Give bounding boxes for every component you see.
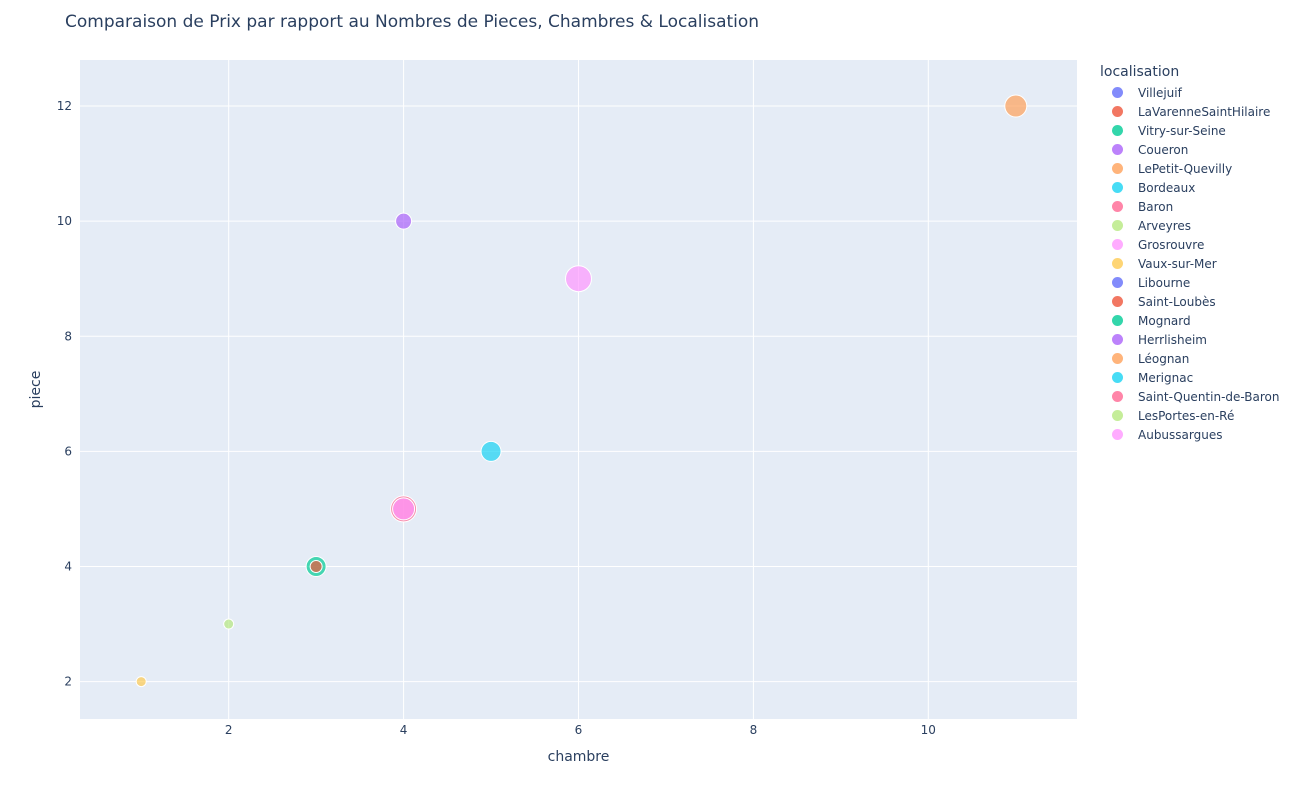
legend-marker-icon	[1112, 391, 1123, 402]
legend-label: Libourne	[1138, 275, 1191, 290]
axis-ticks: 2 4 6 8 10 2 4 6 8 10 12	[57, 99, 936, 737]
chart-title: Comparaison de Prix par rapport au Nombr…	[65, 12, 760, 32]
legend-marker-icon	[1112, 182, 1123, 193]
legend-item[interactable]: Coueron	[1100, 140, 1280, 159]
data-point[interactable]	[392, 497, 416, 521]
legend-label: Léognan	[1138, 351, 1190, 366]
x-tick-label: 2	[225, 723, 233, 737]
legend: localisation Villejuif LaVarenneSaintHila…	[1100, 64, 1280, 444]
legend-label: Baron	[1138, 199, 1174, 214]
legend-label: Saint-Loubès	[1138, 294, 1216, 309]
y-tick-label: 2	[64, 675, 72, 689]
legend-item[interactable]: Vitry-sur-Seine	[1100, 121, 1280, 140]
legend-marker-icon	[1112, 334, 1123, 345]
legend-marker-icon	[1112, 201, 1123, 212]
x-tick-label: 10	[921, 723, 936, 737]
legend-label: LaVarenneSaintHilaire	[1138, 104, 1271, 119]
legend-label: LePetit-Quevilly	[1138, 161, 1233, 176]
y-tick-label: 10	[57, 214, 72, 228]
legend-marker-icon	[1112, 277, 1123, 288]
legend-marker-icon	[1112, 239, 1123, 250]
data-point[interactable]	[223, 618, 235, 630]
legend-item[interactable]: Aubussargues	[1100, 425, 1280, 444]
legend-marker-icon	[1112, 315, 1123, 326]
x-axis-label: chambre	[548, 749, 610, 765]
legend-item[interactable]: Herrlisheim	[1100, 330, 1280, 349]
legend-label: Mognard	[1138, 313, 1191, 328]
data-point[interactable]	[395, 212, 413, 230]
legend-marker-icon	[1112, 163, 1123, 174]
legend-label: Coueron	[1138, 142, 1189, 157]
legend-item[interactable]: Saint-Quentin-de-Baron	[1100, 387, 1280, 406]
legend-item[interactable]: Baron	[1100, 197, 1280, 216]
x-tick-label: 6	[575, 723, 583, 737]
legend-label: Villejuif	[1138, 85, 1182, 100]
y-tick-label: 12	[57, 99, 72, 113]
legend-marker-icon	[1112, 220, 1123, 231]
legend-item[interactable]: Bordeaux	[1100, 178, 1280, 197]
legend-item[interactable]: Saint-Loubès	[1100, 292, 1280, 311]
grid-lines	[80, 60, 1077, 719]
legend-marker-icon	[1112, 258, 1123, 269]
legend-item[interactable]: LePetit-Quevilly	[1100, 159, 1280, 178]
legend-item[interactable]: LaVarenneSaintHilaire	[1100, 102, 1280, 121]
data-point[interactable]	[135, 676, 147, 688]
legend-items: Villejuif LaVarenneSaintHilaire Vitry-sur-…	[1100, 83, 1280, 444]
legend-title: localisation	[1100, 64, 1180, 80]
legend-label: Herrlisheim	[1138, 332, 1207, 347]
legend-marker-icon	[1112, 87, 1123, 98]
legend-item[interactable]: Merignac	[1100, 368, 1280, 387]
legend-marker-icon	[1112, 125, 1123, 136]
legend-label: Arveyres	[1138, 218, 1192, 233]
data-point[interactable]	[565, 265, 592, 293]
legend-item[interactable]: Léognan	[1100, 349, 1280, 368]
legend-marker-icon	[1112, 296, 1123, 307]
legend-item[interactable]: Arveyres	[1100, 216, 1280, 235]
legend-label: Aubussargues	[1138, 427, 1223, 442]
legend-label: Vitry-sur-Seine	[1138, 123, 1226, 138]
legend-item[interactable]: Vaux-sur-Mer	[1100, 254, 1280, 273]
y-axis-label: piece	[28, 371, 44, 409]
legend-marker-icon	[1112, 372, 1123, 383]
legend-label: Vaux-sur-Mer	[1138, 256, 1217, 271]
legend-marker-icon	[1112, 410, 1123, 421]
legend-label: LesPortes-en-Ré	[1138, 408, 1235, 423]
data-point[interactable]	[1004, 94, 1028, 118]
y-tick-label: 8	[64, 329, 72, 343]
data-points[interactable]	[135, 94, 1028, 688]
legend-item[interactable]: Grosrouvre	[1100, 235, 1280, 254]
x-tick-label: 4	[400, 723, 408, 737]
x-tick-label: 8	[750, 723, 758, 737]
y-tick-label: 6	[64, 444, 72, 458]
legend-marker-icon	[1112, 144, 1123, 155]
legend-label: Merignac	[1138, 370, 1194, 385]
y-tick-label: 4	[64, 559, 72, 573]
legend-item[interactable]: Mognard	[1100, 311, 1280, 330]
data-point[interactable]	[480, 440, 502, 462]
legend-label: Grosrouvre	[1138, 237, 1205, 252]
legend-marker-icon	[1112, 106, 1123, 117]
data-point[interactable]	[309, 559, 323, 573]
legend-item[interactable]: Villejuif	[1100, 83, 1280, 102]
legend-marker-icon	[1112, 353, 1123, 364]
legend-item[interactable]: Libourne	[1100, 273, 1280, 292]
legend-item[interactable]: LesPortes-en-Ré	[1100, 406, 1280, 425]
legend-label: Saint-Quentin-de-Baron	[1138, 389, 1280, 404]
legend-marker-icon	[1112, 429, 1123, 440]
legend-label: Bordeaux	[1138, 180, 1196, 195]
